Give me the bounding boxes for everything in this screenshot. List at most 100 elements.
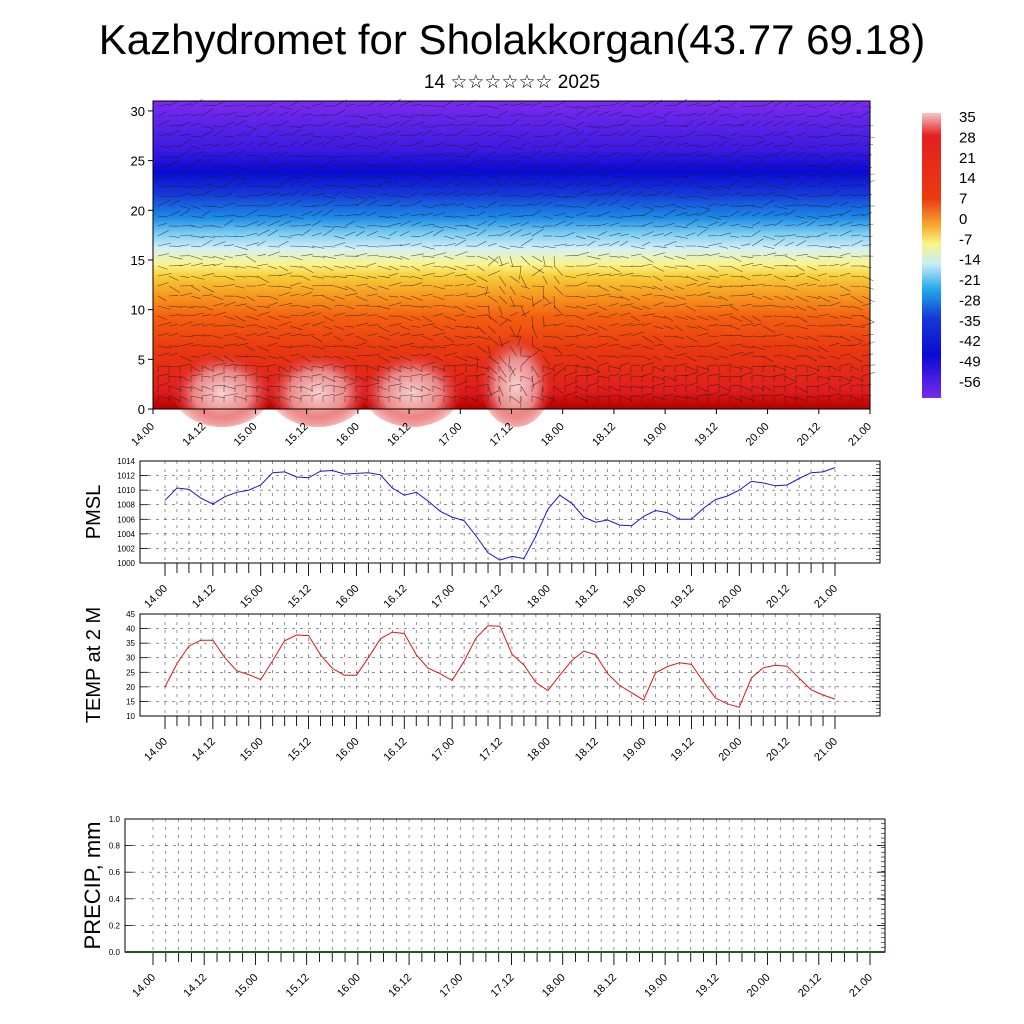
x-tick-label: 16.00 bbox=[334, 583, 362, 611]
y-tick-label: 20 bbox=[126, 683, 135, 692]
x-tick-label: 17.12 bbox=[477, 736, 505, 764]
y-tick-label: 0.6 bbox=[109, 868, 121, 877]
y-tick-label: 10 bbox=[131, 303, 145, 318]
y-tick-label: 1004 bbox=[117, 530, 135, 539]
x-tick-label: 16.12 bbox=[386, 972, 414, 1000]
y-tick-label: 45 bbox=[126, 610, 135, 619]
x-tick-label: 18.00 bbox=[539, 421, 567, 449]
pmsl-panel: 1000 1002 1004 1006 1008 1010 1012 1014 14.00 14.… bbox=[83, 457, 881, 611]
x-tick-label: 19.00 bbox=[621, 583, 649, 611]
colorbar-label: -35 bbox=[959, 313, 981, 330]
x-tick-label: 19.12 bbox=[694, 972, 722, 1000]
warm-core bbox=[266, 343, 370, 427]
x-tick-label: 20.12 bbox=[764, 736, 792, 764]
x-tick-label: 18.00 bbox=[525, 583, 553, 611]
x-tick-label: 20.00 bbox=[716, 583, 744, 611]
x-tick-label: 18.00 bbox=[525, 736, 553, 764]
colorbar-label: 0 bbox=[959, 211, 967, 228]
temp-frame bbox=[139, 613, 881, 717]
y-tick-label: 15 bbox=[131, 253, 145, 268]
colorbar-label: -28 bbox=[959, 292, 981, 309]
temp-panel: 10 15 20 25 30 35 40 45 14.00 14.12 15.00 15.12 16.0… bbox=[83, 607, 881, 764]
x-tick-label: 15.00 bbox=[238, 583, 266, 611]
x-tick-label: 19.00 bbox=[641, 421, 669, 449]
x-tick-label: 21.00 bbox=[847, 972, 875, 1000]
y-tick-label: 0.4 bbox=[109, 895, 121, 904]
y-tick-label: 1006 bbox=[117, 515, 135, 524]
x-tick-label: 20.00 bbox=[716, 736, 744, 764]
y-tick-label: 1000 bbox=[117, 559, 135, 568]
x-tick-label: 21.00 bbox=[812, 583, 840, 611]
x-tick-label: 19.00 bbox=[642, 972, 670, 1000]
x-tick-label: 18.12 bbox=[573, 583, 601, 611]
x-tick-label: 15.00 bbox=[238, 736, 266, 764]
y-tick-label: 1002 bbox=[117, 544, 135, 553]
y-tick-label: 30 bbox=[131, 104, 145, 119]
colorbar-scale bbox=[922, 113, 941, 398]
x-tick-label: 19.12 bbox=[669, 583, 697, 611]
chart-subtitle: 14 ☆☆☆☆☆☆ 2025 bbox=[423, 72, 601, 93]
x-tick-label: 20.00 bbox=[744, 421, 772, 449]
temp-line bbox=[164, 625, 836, 708]
y-axis-label: PMSL bbox=[83, 485, 105, 539]
y-tick-label: 0.8 bbox=[109, 842, 121, 851]
x-tick-label: 17.00 bbox=[429, 736, 457, 764]
colorbar-label: 35 bbox=[959, 109, 976, 126]
x-tick-label: 20.12 bbox=[796, 972, 824, 1000]
y-tick-label: 0.2 bbox=[109, 921, 121, 930]
x-tick-label: 14.12 bbox=[190, 736, 218, 764]
colorbar-label: -49 bbox=[959, 354, 981, 371]
x-tick-label: 17.00 bbox=[436, 421, 464, 449]
colorbar-label: -56 bbox=[959, 374, 981, 391]
x-tick-label: 19.12 bbox=[693, 421, 721, 449]
x-tick-label: 16.00 bbox=[334, 736, 362, 764]
x-tick-label: 14.00 bbox=[142, 736, 170, 764]
y-tick-label: 1012 bbox=[117, 472, 135, 481]
y-axis-label: PRECIP, mm bbox=[80, 822, 105, 950]
y-tick-label: 0 bbox=[138, 402, 145, 417]
pmsl-frame bbox=[139, 460, 881, 564]
chart-title: Kazhydromet for Sholakkorgan(43.77 69.18… bbox=[98, 16, 926, 63]
colorbar-label: 28 bbox=[959, 129, 976, 146]
x-tick-label: 15.12 bbox=[286, 583, 314, 611]
y-tick-label: 25 bbox=[126, 668, 135, 677]
colorbar-label: -7 bbox=[959, 231, 972, 248]
colorbar-label: 14 bbox=[959, 170, 976, 187]
x-tick-label: 21.00 bbox=[846, 421, 874, 449]
x-tick-label: 17.12 bbox=[489, 972, 517, 1000]
x-tick-label: 19.00 bbox=[621, 736, 649, 764]
y-tick-label: 1.0 bbox=[109, 815, 121, 824]
x-tick-label: 18.12 bbox=[591, 972, 619, 1000]
warm-core bbox=[360, 343, 464, 427]
x-tick-label: 20.00 bbox=[745, 972, 773, 1000]
precip-panel: 0.0 0.2 0.4 0.6 0.8 1.0 14.00 14.12 15.00 15.12 16… bbox=[80, 815, 886, 1000]
colorbar-label: -14 bbox=[959, 252, 981, 269]
x-tick-label: 17.12 bbox=[477, 583, 505, 611]
x-tick-label: 17.00 bbox=[437, 972, 465, 1000]
x-tick-label: 16.00 bbox=[334, 421, 362, 449]
x-tick-label: 16.00 bbox=[335, 972, 363, 1000]
x-tick-label: 14.12 bbox=[190, 583, 218, 611]
colorbar-label: 21 bbox=[959, 150, 976, 167]
y-tick-label: 5 bbox=[138, 352, 145, 367]
y-tick-label: 1010 bbox=[117, 486, 135, 495]
x-tick-label: 16.12 bbox=[381, 583, 409, 611]
y-tick-label: 35 bbox=[126, 639, 135, 648]
y-axis-label: TEMP at 2 M bbox=[83, 607, 105, 723]
colorbar-label: -21 bbox=[959, 272, 981, 289]
colorbar-label: 7 bbox=[959, 191, 967, 208]
x-tick-label: 18.12 bbox=[573, 736, 601, 764]
x-tick-label: 20.12 bbox=[795, 421, 823, 449]
x-tick-label: 14.00 bbox=[142, 583, 170, 611]
y-tick-label: 10 bbox=[126, 712, 135, 721]
x-tick-label: 14.12 bbox=[180, 421, 208, 449]
y-tick-label: 30 bbox=[126, 654, 135, 663]
x-tick-label: 20.12 bbox=[764, 583, 792, 611]
warm-core bbox=[478, 323, 554, 427]
x-tick-label: 16.12 bbox=[381, 736, 409, 764]
y-tick-label: 25 bbox=[131, 154, 145, 169]
warm-core bbox=[170, 343, 274, 427]
y-tick-label: 1014 bbox=[117, 457, 135, 466]
